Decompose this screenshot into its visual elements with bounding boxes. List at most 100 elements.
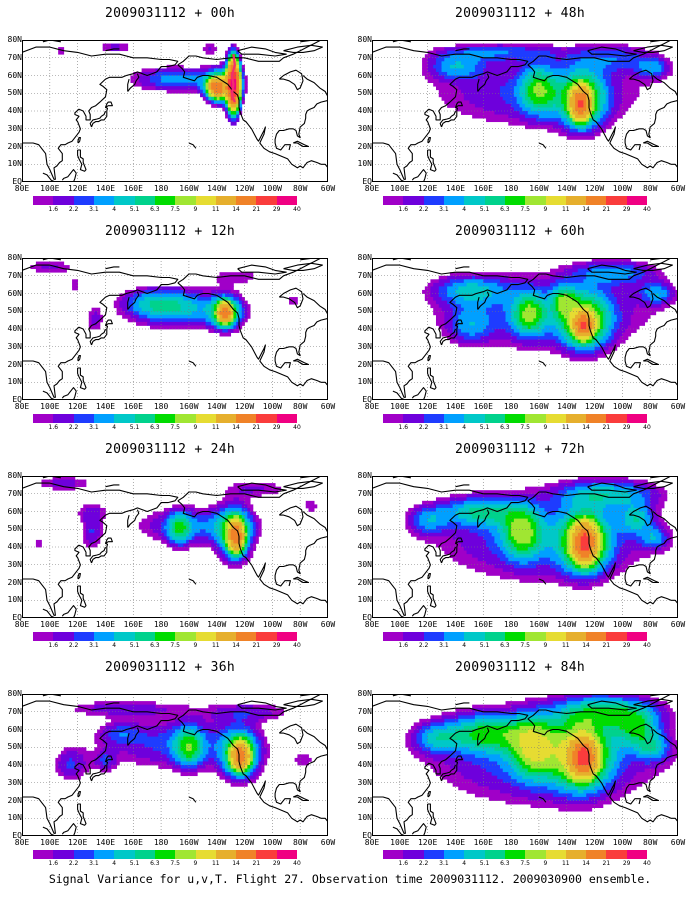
- colorbar-level-label: 7.5: [170, 642, 180, 649]
- colorbar-swatch: [464, 196, 485, 205]
- colorbar-level-label: 11: [211, 206, 220, 213]
- lon-tick-label: 80W: [292, 620, 308, 629]
- lon-tick-label: 60W: [670, 402, 686, 411]
- colorbar: [383, 632, 648, 641]
- lon-tick-label: 140W: [207, 402, 227, 411]
- lat-tick-label: 10N: [7, 377, 22, 387]
- graticule: [22, 40, 328, 182]
- colorbar-swatch: [73, 196, 94, 205]
- colorbar-swatch: [484, 414, 505, 423]
- lon-tick-label: 180: [153, 184, 169, 193]
- lon-tick-label: 140W: [207, 184, 227, 193]
- colorbar-labels: 1.6 2.2 3.1 4 5.1 6.3 7.5 9 11 14 21 29 40: [383, 424, 651, 433]
- colorbar-swatch: [134, 414, 155, 423]
- lon-tick-label: 80E: [14, 838, 30, 847]
- colorbar-swatch: [93, 632, 115, 641]
- colorbar-level-label: 9: [543, 206, 548, 213]
- colorbar-swatch: [195, 414, 216, 423]
- coastlines: [372, 258, 678, 400]
- colorbar-swatch: [195, 632, 216, 641]
- lon-tick-label: 160W: [179, 838, 199, 847]
- lon-tick-label: 160W: [179, 402, 199, 411]
- lat-tick-label: EQ: [362, 831, 372, 840]
- lon-tick-label: 100E: [40, 620, 60, 629]
- colorbar-level-label: 9: [193, 424, 198, 431]
- colorbar-swatch: [134, 632, 155, 641]
- figure-caption: Signal Variance for u,v,T. Flight 27. Ob…: [48, 872, 652, 886]
- colorbar-level-label: 29: [622, 424, 631, 431]
- colorbar-level-label: 4: [112, 642, 117, 649]
- lon-tick-label: 160W: [179, 184, 199, 193]
- colorbar-level-label: 4: [112, 424, 117, 431]
- colorbar-level-label: 11: [561, 860, 570, 867]
- map-panel-0h: 2009031112 + 00h 80N 70N 60N 50N 40N 30N 20N 10N…: [0, 0, 340, 220]
- colorbar-level-label: 7.5: [170, 424, 180, 431]
- colorbar-swatch: [215, 850, 237, 859]
- colorbar-swatch: [236, 632, 257, 641]
- colorbar-level-label: 21: [252, 860, 261, 867]
- colorbar-level-label: 40: [293, 860, 301, 867]
- colorbar-level-label: 6.3: [500, 860, 510, 867]
- panel-title: 2009031112 + 72h: [454, 442, 586, 457]
- variance-shading: [405, 694, 678, 812]
- colorbar-level-label: 21: [252, 642, 261, 649]
- lat-tick-label: EQ: [362, 177, 372, 186]
- lon-tick-label: 80E: [364, 184, 380, 193]
- lat-tick-label: 10N: [7, 813, 22, 823]
- colorbar-swatch: [504, 196, 526, 205]
- colorbar-level-label: 14: [232, 206, 240, 213]
- colorbar-level-label: 6.3: [500, 424, 510, 431]
- colorbar-swatch: [443, 850, 465, 859]
- lat-tick-label: 40N: [7, 324, 22, 333]
- colorbar: [383, 414, 648, 423]
- lat-tick-label: 50N: [357, 306, 372, 316]
- colorbar-swatch: [154, 850, 176, 859]
- lon-tick-label: 160E: [123, 184, 143, 193]
- colorbar-swatch: [565, 632, 587, 641]
- colorbar-level-label: 9: [543, 424, 548, 431]
- colorbar-level-label: 29: [272, 206, 281, 213]
- lat-tick-label: 70N: [7, 52, 22, 62]
- colorbar-level-label: 1.6: [48, 206, 59, 213]
- signal-variance-map: [372, 40, 678, 182]
- graticule: [372, 258, 678, 400]
- lat-tick-label: 80N: [357, 253, 372, 262]
- colorbar-level-label: 29: [622, 206, 631, 213]
- colorbar-swatch: [565, 850, 587, 859]
- panel-title: 2009031112 + 24h: [104, 442, 236, 457]
- colorbar-level-label: 4: [462, 642, 467, 649]
- map-area: 80N 70N 60N 50N 40N 30N 20N 10N EQ 80E 100E 120E 140…: [8, 690, 336, 848]
- colorbar-level-label: 2.2: [418, 424, 429, 431]
- colorbar-swatch: [195, 850, 216, 859]
- colorbar-swatch: [443, 414, 465, 423]
- lon-tick-label: 100W: [612, 184, 632, 193]
- colorbar-swatch: [403, 632, 424, 641]
- colorbar: [33, 414, 298, 423]
- colorbar-swatch: [464, 632, 485, 641]
- colorbar-level-label: 3.1: [439, 860, 449, 867]
- panel-title: 2009031112 + 00h: [104, 6, 236, 21]
- lon-tick-label: 80E: [364, 838, 380, 847]
- colorbar-labels: 1.6 2.2 3.1 4 5.1 6.3 7.5 9 11 14 21 29 40: [383, 642, 651, 651]
- lon-tick-label: 80W: [292, 402, 308, 411]
- lat-tick-label: 80N: [7, 253, 22, 262]
- lon-tick-label: 60W: [320, 620, 336, 629]
- colorbar-swatch: [93, 850, 115, 859]
- colorbar-level-label: 40: [643, 424, 651, 431]
- colorbar-level-label: 40: [643, 860, 651, 867]
- lat-tick-label: EQ: [12, 831, 22, 840]
- lon-tick-label: 100E: [390, 184, 410, 193]
- colorbar-swatch: [423, 196, 444, 205]
- colorbar-swatch: [236, 414, 257, 423]
- colorbar-swatch: [504, 850, 526, 859]
- lon-tick-label: 140E: [445, 838, 466, 847]
- colorbar: [383, 850, 648, 859]
- colorbar-level-label: 14: [232, 642, 240, 649]
- colorbar-level-label: 3.1: [89, 424, 99, 431]
- colorbar-level-label: 5.1: [479, 860, 490, 867]
- colorbar-swatch: [53, 414, 74, 423]
- lat-tick-label: 80N: [357, 689, 372, 698]
- colorbar-swatch: [276, 850, 298, 859]
- colorbar-swatch: [154, 632, 176, 641]
- lon-tick-label: 120W: [584, 620, 605, 629]
